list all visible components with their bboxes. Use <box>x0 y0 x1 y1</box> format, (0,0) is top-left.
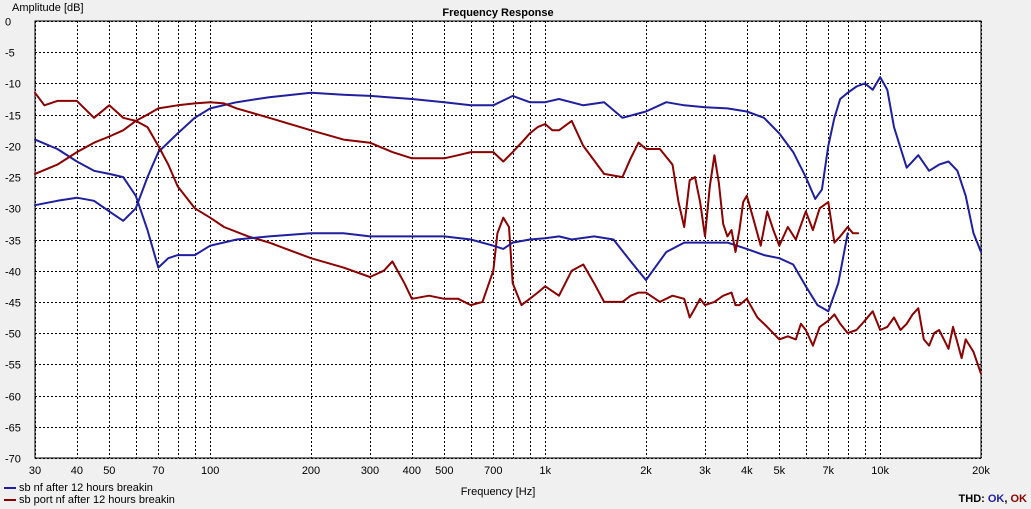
y-tick-label: -35 <box>5 236 21 248</box>
x-tick-label: 400 <box>403 465 421 477</box>
y-tick-label: -25 <box>5 173 21 185</box>
x-tick-label: 50 <box>103 465 115 477</box>
y-tick-label: -60 <box>5 392 21 404</box>
x-tick-label: 1k <box>539 465 551 477</box>
y-tick-label: -55 <box>5 360 21 372</box>
x-tick-label: 200 <box>302 465 320 477</box>
series-line-1 <box>34 76 982 253</box>
x-tick-label: 10k <box>871 465 889 477</box>
x-tick-label: 700 <box>484 465 502 477</box>
legend-label-series-2: sb port nf after 12 hours breakin <box>19 494 175 506</box>
chart-title: Frequency Response <box>442 7 553 19</box>
x-tick-label: 500 <box>435 465 453 477</box>
y-tick-label: -65 <box>5 423 21 435</box>
x-tick-label: 3k <box>699 465 711 477</box>
series-line-3 <box>34 138 849 313</box>
y-tick-label: -30 <box>5 204 21 216</box>
series-line-2 <box>34 91 982 375</box>
x-tick-label: 7k <box>822 465 834 477</box>
x-tick-label: 40 <box>71 465 83 477</box>
plot-area <box>34 20 982 459</box>
x-tick-label: 20k <box>972 465 990 477</box>
series-line-4 <box>34 101 860 253</box>
legend-swatch-series-1 <box>4 487 16 489</box>
thd-status-a: OK <box>987 493 1005 505</box>
y-tick-label: 0 <box>5 17 11 29</box>
x-tick-label: 4k <box>741 465 753 477</box>
y-tick-label: -10 <box>5 79 21 91</box>
thd-label: THD: <box>958 493 985 505</box>
x-tick-label: 5k <box>773 465 785 477</box>
thd-status: THD: OK, OK <box>959 493 1027 505</box>
x-tick-label: 70 <box>152 465 164 477</box>
legend-item-series-1: sb nf after 12 hours breakin <box>4 482 175 494</box>
y-tick-label: -70 <box>5 454 21 466</box>
x-tick-label: 300 <box>361 465 379 477</box>
y-tick-label: -40 <box>5 267 21 279</box>
x-tick-label: 100 <box>201 465 219 477</box>
x-tick-label: 30 <box>29 465 41 477</box>
legend: sb nf after 12 hours breakin sb port nf … <box>4 482 175 506</box>
y-tick-label: -45 <box>5 298 21 310</box>
y-tick-label: -50 <box>5 329 21 341</box>
x-tick-label: 2k <box>640 465 652 477</box>
legend-item-series-2: sb port nf after 12 hours breakin <box>4 494 175 506</box>
legend-swatch-series-2 <box>4 499 16 501</box>
y-tick-label: -15 <box>5 111 21 123</box>
thd-separator: , <box>1004 493 1008 505</box>
y-tick-label: -5 <box>5 48 15 60</box>
thd-status-b: OK <box>1010 493 1028 505</box>
x-axis-label: Frequency [Hz] <box>461 486 536 498</box>
y-tick-label: -20 <box>5 142 21 154</box>
y-axis-label: Amplitude [dB] <box>12 2 84 14</box>
legend-label-series-1: sb nf after 12 hours breakin <box>19 482 153 494</box>
